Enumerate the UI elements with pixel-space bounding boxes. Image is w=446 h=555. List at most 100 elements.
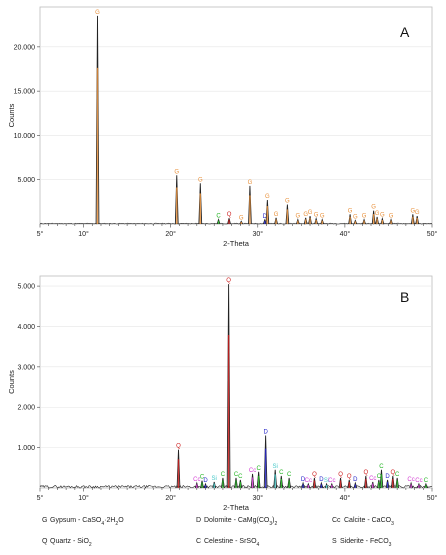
pattern-peak: [362, 218, 366, 225]
legend-label: Gypsum - CaSO4·2H2O: [50, 517, 124, 527]
peak-marker-S: Si: [212, 476, 217, 482]
peak-marker-G: G: [348, 208, 353, 214]
peak-marker-G: G: [174, 169, 179, 175]
peak-marker-C: C: [238, 474, 243, 480]
peak-marker-C: C: [379, 464, 384, 470]
x-axis-label: 2-Theta: [223, 239, 250, 248]
peak-marker-C: C: [216, 214, 221, 220]
pattern-peak: [306, 482, 311, 489]
pattern-peak: [174, 175, 179, 225]
pattern-peak: [296, 218, 300, 225]
y-tick-label: 3.000: [17, 364, 35, 371]
peak-marker-G: G: [375, 211, 380, 217]
peak-marker-Q: Q: [338, 472, 343, 478]
plot-frame: [39, 6, 433, 225]
pattern-peak: [390, 475, 395, 489]
legend-item-dolomite: D Dolomite - CaMg(CO3)2: [196, 517, 277, 527]
pattern-peak: [194, 481, 199, 489]
pattern-peak: [410, 214, 415, 225]
peak-marker-G: G: [380, 213, 385, 219]
pattern-peak: [329, 482, 334, 489]
legend-label: Calcite - CaCO3: [344, 517, 394, 527]
legend-item-celestine: C Celestine - SrSO4: [196, 538, 260, 548]
peak-marker-Q: Q: [226, 278, 231, 284]
peak-marker-G: G: [410, 208, 415, 214]
pattern-peak: [248, 185, 252, 225]
peak-marker-D: D: [301, 477, 306, 483]
peak-marker-Q: Q: [312, 472, 317, 478]
peak-marker-G: G: [314, 213, 319, 219]
peak-marker-C: C: [234, 472, 239, 478]
y-tick-label: 5.000: [17, 284, 35, 291]
x-tick-label: 40°: [340, 494, 351, 502]
peak-marker-Cc: Cc: [328, 478, 335, 484]
pattern-peak: [285, 204, 290, 225]
peak-marker-G: G: [308, 210, 313, 216]
x-tick-label: 20°: [165, 494, 176, 502]
panel-letter: A: [400, 24, 410, 40]
peak-marker-C: C: [221, 472, 226, 478]
pattern-peak: [212, 481, 217, 489]
pattern-peak: [279, 475, 284, 489]
legend-label: Siderite - FeCO3: [340, 538, 392, 548]
pattern-peak: [263, 435, 268, 489]
x-tick-label: 20°: [165, 230, 176, 238]
legend-item-gypsum: G Gypsum - CaSO4·2H2O: [42, 517, 124, 527]
pattern-peak: [273, 469, 278, 489]
pattern-peak: [363, 475, 368, 489]
pattern-peak: [415, 215, 420, 225]
panel-B: 1.000 2.000 3.000 4.000 5.000 5° 10° 20° 30° 40° 5…: [7, 275, 438, 512]
peak-marker-D: D: [353, 477, 358, 483]
peak-marker-G: G: [274, 212, 279, 218]
peak-marker-C: C: [256, 466, 261, 472]
pattern-peak: [320, 218, 325, 225]
pattern-peak: [227, 218, 231, 225]
pattern-peak: [409, 481, 413, 489]
peak-marker-D: D: [263, 430, 268, 436]
pattern-peak: [312, 477, 317, 489]
pattern-peak: [379, 469, 384, 489]
pattern-peak: [287, 477, 291, 489]
legend-code: C: [196, 538, 201, 545]
peak-marker-C: C: [287, 472, 292, 478]
legend-item-siderite: S Siderite - FeCO3: [332, 538, 392, 548]
peak-marker-D: D: [319, 477, 324, 483]
pattern-peak: [395, 477, 400, 489]
pattern-peak: [377, 479, 381, 489]
x-tick-label: 5°: [37, 230, 44, 238]
pattern-peak: [203, 482, 208, 489]
legend: G Gypsum - CaSO4·2H2O D Dolomite - CaMg(CO3…: [42, 517, 394, 548]
pattern-peak: [250, 473, 255, 489]
x-tick-label: 10°: [78, 494, 89, 502]
pattern-peak: [389, 218, 393, 225]
pattern-baseline: [39, 222, 433, 225]
pattern-peak: [176, 449, 181, 489]
pattern-peak: [417, 482, 421, 489]
x-tick-label: 50°: [427, 230, 438, 238]
x-axis-label: 2-Theta: [223, 503, 250, 512]
peak-marker-S: Si: [324, 478, 329, 484]
y-tick-label: 5.000: [17, 177, 35, 184]
peak-marker-Cc: Cc: [193, 477, 200, 483]
x-tick-label: 50°: [427, 494, 438, 502]
pattern-peak: [338, 477, 343, 489]
legend-item-quartz: Q Quartz - SiO2: [42, 538, 92, 548]
pattern-peak: [319, 481, 324, 489]
peak-marker-G: G: [296, 214, 301, 220]
pattern-peak: [371, 210, 376, 225]
peak-marker-G: G: [353, 214, 358, 220]
y-tick-label: 15.000: [14, 89, 36, 96]
pattern-peak: [375, 216, 379, 225]
y-axis-label: Counts: [7, 370, 16, 394]
peak-marker-C: C: [395, 472, 400, 478]
pattern-peak: [301, 481, 305, 489]
y-tick-label: 10.000: [14, 133, 36, 140]
legend-code: S: [332, 538, 337, 545]
legend-label: Celestine - SrSO4: [204, 538, 260, 548]
legend-label: Dolomite - CaMg(CO3)2: [204, 517, 277, 527]
pattern-peak: [239, 220, 244, 225]
panel-letter: B: [400, 289, 409, 305]
pattern-peak: [314, 216, 318, 225]
x-tick-label: 10°: [78, 230, 89, 238]
